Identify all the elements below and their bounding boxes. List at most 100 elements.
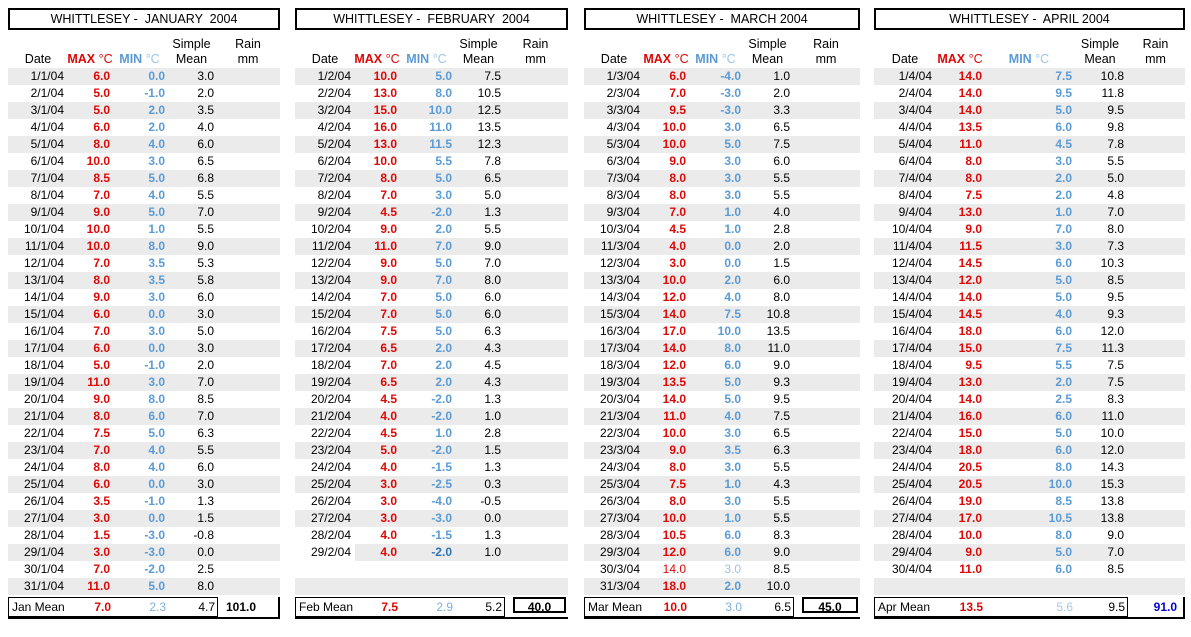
- cell-mean[interactable]: 2.0: [743, 238, 792, 255]
- cell-rain[interactable]: [216, 374, 280, 391]
- cell-mean[interactable]: [454, 578, 503, 595]
- cell-mean[interactable]: [454, 561, 503, 578]
- cell-max[interactable]: 10.5: [662, 528, 686, 542]
- cell-max[interactable]: 14.0: [662, 562, 686, 576]
- cell-max[interactable]: 6.0: [68, 340, 112, 357]
- cell-rain[interactable]: [503, 391, 568, 408]
- cell-max[interactable]: 13.5: [958, 120, 982, 134]
- mean-avg-cell[interactable]: 9.5: [1108, 600, 1125, 614]
- cell-rain[interactable]: [216, 85, 280, 102]
- cell-date[interactable]: 18/4/04: [891, 358, 932, 372]
- cell-min[interactable]: -2.0: [431, 392, 452, 406]
- cell-rain[interactable]: [503, 323, 568, 340]
- cell-max[interactable]: 12.0: [662, 290, 686, 304]
- cell-min[interactable]: 5.0: [688, 136, 743, 153]
- cell-max[interactable]: 8.0: [936, 170, 984, 187]
- cell-date[interactable]: 23/2/04: [295, 442, 355, 459]
- cell-max[interactable]: 9.0: [93, 392, 110, 406]
- cell-date[interactable]: 5/4/04: [874, 136, 936, 153]
- cell-min[interactable]: 5.0: [112, 170, 167, 187]
- cell-date[interactable]: 10/3/04: [599, 222, 640, 236]
- cell-mean[interactable]: 1.5: [773, 256, 790, 270]
- header-min[interactable]: MIN °C: [695, 52, 736, 66]
- cell-min[interactable]: 5.0: [688, 374, 743, 391]
- cell-date[interactable]: 3/4/04: [874, 102, 936, 119]
- cell-mean[interactable]: 5.5: [1107, 154, 1124, 168]
- cell-mean[interactable]: 7.0: [1074, 204, 1126, 221]
- cell-max[interactable]: 7.5: [380, 324, 397, 338]
- cell-rain[interactable]: [503, 425, 568, 442]
- cell-mean[interactable]: 12.3: [454, 136, 503, 153]
- cell-rain[interactable]: [1126, 510, 1185, 527]
- cell-date[interactable]: 12/2/04: [310, 256, 351, 270]
- cell-rain[interactable]: [503, 255, 568, 272]
- cell-mean[interactable]: 3.0: [167, 340, 216, 357]
- rain-total-cell[interactable]: 101.0: [218, 597, 280, 617]
- cell-mean[interactable]: 4.5: [484, 358, 501, 372]
- cell-mean[interactable]: 6.0: [167, 136, 216, 153]
- cell-min[interactable]: 10.5: [984, 510, 1074, 527]
- cell-min[interactable]: 3.0: [724, 460, 741, 474]
- cell-date[interactable]: 17/1/04: [8, 340, 68, 357]
- cell-mean[interactable]: 1.3: [484, 460, 501, 474]
- cell-mean[interactable]: 1.0: [743, 68, 792, 85]
- cell-mean[interactable]: 7.5: [743, 136, 792, 153]
- cell-rain[interactable]: [792, 289, 860, 306]
- cell-max[interactable]: 11.0: [355, 238, 399, 255]
- cell-rain[interactable]: [503, 476, 568, 493]
- cell-min[interactable]: -1.5: [431, 528, 452, 542]
- cell-min[interactable]: 2.0: [984, 170, 1074, 187]
- cell-rain[interactable]: [792, 187, 860, 204]
- cell-mean[interactable]: 7.5: [1107, 358, 1124, 372]
- cell-min[interactable]: 6.0: [724, 528, 741, 542]
- cell-max[interactable]: 17.0: [662, 324, 686, 338]
- cell-max[interactable]: 13.0: [355, 136, 399, 153]
- cell-max[interactable]: 3.0: [355, 510, 399, 527]
- cell-mean[interactable]: 9.0: [454, 238, 503, 255]
- cell-min[interactable]: 3.0: [148, 290, 165, 304]
- cell-max[interactable]: 10.0: [958, 528, 982, 542]
- cell-rain[interactable]: [792, 527, 860, 544]
- cell-mean[interactable]: 3.5: [167, 102, 216, 119]
- cell-date[interactable]: 6/1/04: [30, 154, 64, 168]
- cell-min[interactable]: 0.0: [112, 510, 167, 527]
- cell-max[interactable]: 10.0: [355, 68, 399, 85]
- cell-mean[interactable]: 7.0: [1074, 544, 1126, 561]
- mean-max-cell[interactable]: 7.0: [94, 600, 111, 614]
- cell-min[interactable]: 3.0: [724, 154, 741, 168]
- cell-rain[interactable]: [792, 578, 860, 595]
- cell-min[interactable]: 2.0: [688, 272, 743, 289]
- cell-rain[interactable]: [216, 442, 280, 459]
- header-simple-mean[interactable]: Simple Mean: [748, 37, 787, 66]
- cell-min[interactable]: 3.0: [724, 562, 741, 576]
- cell-min[interactable]: 3.5: [148, 256, 165, 270]
- cell-date[interactable]: 11/4/04: [874, 238, 936, 255]
- cell-mean[interactable]: 10.8: [1074, 68, 1126, 85]
- cell-min[interactable]: 8.5: [1055, 494, 1072, 508]
- cell-date[interactable]: 31/1/04: [8, 578, 68, 595]
- cell-max[interactable]: 9.0: [936, 544, 984, 561]
- cell-mean[interactable]: 9.3: [743, 374, 792, 391]
- cell-mean[interactable]: 10.0: [1100, 426, 1124, 440]
- cell-max[interactable]: 5.0: [355, 442, 399, 459]
- cell-mean[interactable]: 10.0: [743, 578, 792, 595]
- cell-rain[interactable]: [503, 221, 568, 238]
- mean-label[interactable]: Apr Mean: [878, 600, 931, 614]
- cell-date[interactable]: 11/1/04: [8, 238, 68, 255]
- cell-mean[interactable]: 4.0: [197, 120, 214, 134]
- cell-min[interactable]: 2.0: [435, 222, 452, 236]
- cell-min[interactable]: 6.0: [1055, 562, 1072, 576]
- cell-max[interactable]: 8.0: [68, 272, 112, 289]
- cell-mean[interactable]: 4.3: [454, 340, 503, 357]
- header-date[interactable]: Date: [24, 52, 52, 66]
- cell-mean[interactable]: 9.3: [1074, 306, 1126, 323]
- cell-date[interactable]: 4/2/04: [317, 120, 351, 134]
- cell-rain[interactable]: [1126, 391, 1185, 408]
- cell-min[interactable]: 5.5: [435, 154, 452, 168]
- cell-date[interactable]: 31/3/04: [584, 578, 644, 595]
- cell-mean[interactable]: 2.8: [484, 426, 501, 440]
- cell-rain[interactable]: [792, 204, 860, 221]
- cell-max[interactable]: 3.0: [355, 476, 399, 493]
- cell-mean[interactable]: 7.0: [167, 374, 216, 391]
- cell-mean[interactable]: 5.3: [197, 256, 214, 270]
